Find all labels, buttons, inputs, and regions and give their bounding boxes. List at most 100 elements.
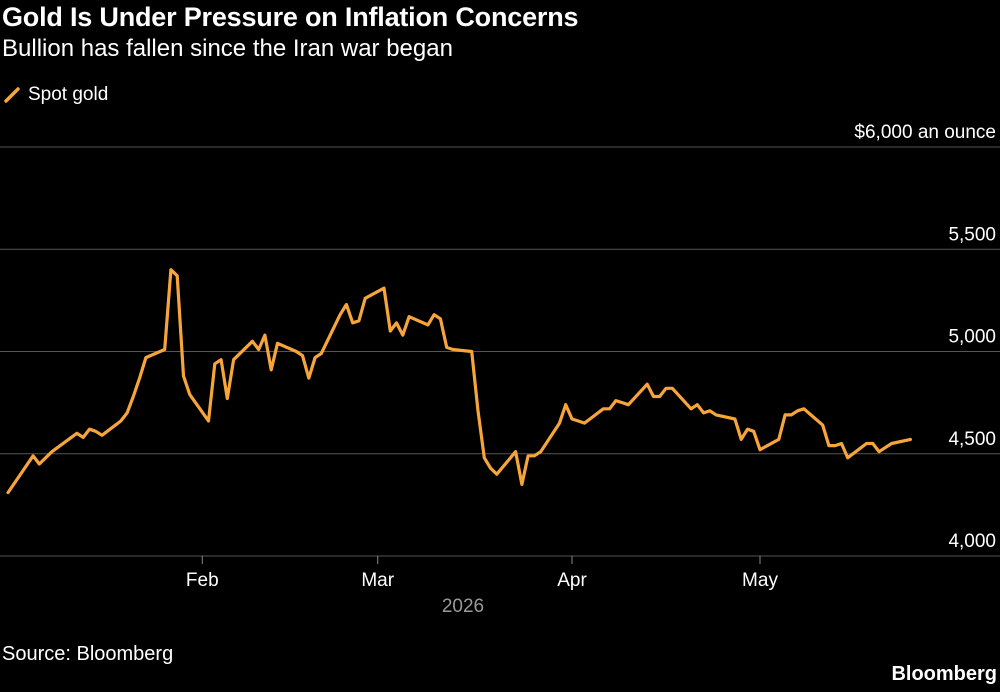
series-layer bbox=[6, 268, 913, 495]
data-point bbox=[207, 420, 210, 423]
data-point bbox=[232, 358, 235, 361]
data-point bbox=[445, 346, 448, 349]
data-point bbox=[213, 362, 216, 365]
data-point bbox=[345, 303, 348, 306]
data-point bbox=[364, 297, 367, 300]
data-point bbox=[740, 438, 743, 441]
data-point bbox=[82, 436, 85, 439]
data-point bbox=[351, 322, 354, 325]
data-point bbox=[32, 454, 35, 457]
data-point bbox=[796, 409, 799, 412]
source-note: Source: Bloomberg bbox=[2, 643, 174, 665]
data-point bbox=[558, 422, 561, 425]
data-point bbox=[257, 348, 260, 351]
data-point bbox=[176, 274, 179, 277]
x-year-label: 2026 bbox=[442, 596, 484, 617]
data-point bbox=[834, 444, 837, 447]
data-point bbox=[890, 442, 893, 445]
chart-title: Gold Is Under Pressure on Inflation Conc… bbox=[2, 2, 579, 32]
x-tick-label-may: May bbox=[742, 570, 778, 591]
data-point bbox=[665, 387, 668, 390]
data-point bbox=[777, 438, 780, 441]
data-point bbox=[395, 322, 398, 325]
data-point bbox=[652, 395, 655, 398]
tick-labels: 4,000 4,500 5,000 5,500 $6,000 an ounce Feb Ma… bbox=[186, 122, 996, 617]
data-point bbox=[339, 313, 342, 316]
data-point bbox=[803, 407, 806, 410]
y-tick-label-5500: 5,500 bbox=[948, 224, 996, 245]
data-point bbox=[865, 442, 868, 445]
data-point bbox=[470, 350, 473, 353]
data-point bbox=[94, 430, 97, 433]
data-point bbox=[746, 428, 749, 431]
x-tick-label-apr: Apr bbox=[557, 570, 587, 591]
y-tick-label-4500: 4,500 bbox=[948, 429, 996, 450]
axes bbox=[201, 556, 761, 564]
y-tick-label-6000: $6,000 an ounce bbox=[854, 122, 996, 143]
data-point bbox=[452, 348, 455, 351]
data-point bbox=[909, 438, 912, 441]
legend: Spot gold bbox=[4, 84, 108, 106]
data-point bbox=[270, 369, 273, 372]
data-point bbox=[126, 412, 129, 415]
data-point bbox=[495, 473, 498, 476]
data-point bbox=[477, 409, 480, 412]
data-point bbox=[709, 409, 712, 412]
data-point bbox=[846, 456, 849, 459]
data-point bbox=[264, 334, 267, 337]
data-point bbox=[145, 356, 148, 359]
data-point bbox=[527, 454, 530, 457]
data-point bbox=[389, 330, 392, 333]
data-point bbox=[314, 356, 317, 359]
data-point bbox=[790, 414, 793, 417]
data-point bbox=[702, 412, 705, 415]
series-line-spot-gold bbox=[6, 268, 913, 495]
data-point bbox=[489, 467, 492, 470]
data-point bbox=[828, 444, 831, 447]
data-point bbox=[182, 375, 185, 378]
data-point bbox=[690, 407, 693, 410]
data-point bbox=[383, 287, 386, 290]
y-tick-label-4000: 4,000 bbox=[948, 531, 996, 552]
data-point bbox=[583, 422, 586, 425]
data-point bbox=[401, 334, 404, 337]
data-point bbox=[884, 446, 887, 449]
grid bbox=[0, 146, 1000, 557]
data-point bbox=[521, 483, 524, 486]
data-point bbox=[408, 315, 411, 318]
data-point bbox=[514, 450, 517, 453]
data-point bbox=[696, 403, 699, 406]
y-tick-label-5000: 5,000 bbox=[948, 327, 996, 348]
data-point bbox=[38, 463, 41, 466]
data-point bbox=[76, 432, 79, 435]
data-point bbox=[621, 401, 624, 404]
data-point bbox=[51, 450, 54, 453]
data-point bbox=[734, 418, 737, 421]
x-tick-label-feb: Feb bbox=[186, 570, 219, 591]
legend-label-spot-gold: Spot gold bbox=[28, 84, 109, 105]
data-point bbox=[539, 450, 542, 453]
data-point bbox=[840, 442, 843, 445]
data-point bbox=[658, 395, 661, 398]
data-point bbox=[427, 324, 430, 327]
data-point bbox=[251, 340, 254, 343]
data-point bbox=[878, 450, 881, 453]
data-point bbox=[163, 348, 166, 351]
data-point bbox=[577, 420, 580, 423]
data-point bbox=[483, 456, 486, 459]
data-point bbox=[627, 403, 630, 406]
data-point bbox=[226, 397, 229, 400]
data-point bbox=[608, 407, 611, 410]
x-tick-label-mar: Mar bbox=[361, 570, 394, 591]
data-point bbox=[88, 428, 91, 431]
data-point bbox=[646, 383, 649, 386]
data-point bbox=[301, 354, 304, 357]
legend-swatch-icon bbox=[4, 87, 20, 103]
data-point bbox=[564, 403, 567, 406]
chart-subtitle: Bullion has fallen since the Iran war be… bbox=[2, 35, 453, 62]
data-point bbox=[871, 442, 874, 445]
data-point bbox=[433, 313, 436, 316]
data-point bbox=[101, 434, 104, 437]
data-point bbox=[7, 491, 10, 494]
